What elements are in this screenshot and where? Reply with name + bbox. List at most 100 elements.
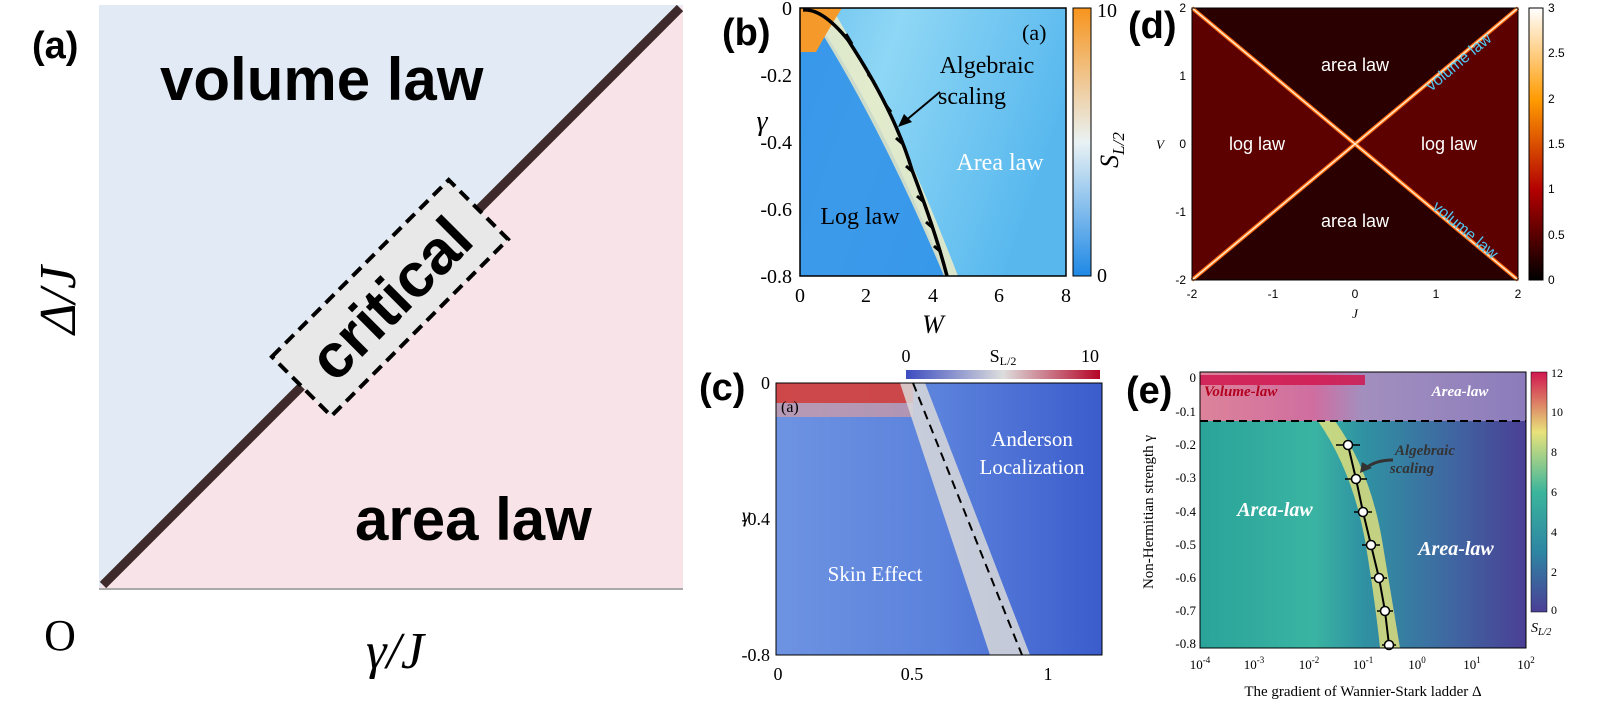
- area-law-label: area law: [355, 486, 592, 553]
- xtick-e: 100: [1408, 655, 1426, 672]
- x-ticks-c: 0 0.5 1: [774, 664, 1053, 684]
- algebraic-band-e: [1318, 421, 1400, 648]
- label-area-law-top: area law: [1321, 55, 1390, 75]
- data-point: [1379, 605, 1391, 617]
- cbar-max-c: 10: [1081, 346, 1099, 366]
- data-point: [1383, 639, 1395, 651]
- label-area-law-left-e: Area-law: [1235, 499, 1313, 521]
- panel-b-label: (b): [722, 12, 771, 54]
- label-area-law-b: Area law: [956, 150, 1044, 176]
- xtick-b: 0: [795, 285, 805, 307]
- ytick-d: -1: [1175, 205, 1186, 219]
- panel-d-label: (d): [1128, 5, 1177, 47]
- xtick-d: 1: [1433, 287, 1440, 301]
- label-scaling: scaling: [938, 84, 1006, 110]
- label-scaling-e: scaling: [1389, 461, 1435, 477]
- y-ticks-e: 0 -0.1 -0.2 -0.3 -0.4 -0.5 -0.6 -0.7 -0.…: [1175, 370, 1196, 651]
- algebraic-band: [806, 8, 958, 276]
- ytick-b: 0: [782, 0, 792, 20]
- xtick-c: 1: [1044, 664, 1053, 684]
- ytick-b: -0.2: [760, 65, 792, 87]
- volume-diagonal-2-core: [1191, 7, 1519, 281]
- colorbar-e: [1530, 371, 1548, 613]
- cbar-min-c: 0: [902, 346, 911, 366]
- xtick-e-exp: 2: [1530, 655, 1535, 665]
- xtick-d: -1: [1268, 287, 1279, 301]
- x-axis-label-b: W: [922, 310, 946, 339]
- xtick-c: 0: [774, 664, 783, 684]
- ytick-d: 1: [1179, 69, 1186, 83]
- xtick-e-base: 10: [1463, 657, 1476, 672]
- xtick-b: 8: [1061, 285, 1071, 307]
- colorbar-ticks-d: 3 2.5 2 1.5 1 0.5 0: [1548, 1, 1565, 287]
- panel-a-label: (a): [32, 25, 78, 67]
- x-ticks-e: 10-4 10-3 10-2 10-1 100 101 102: [1190, 655, 1535, 672]
- x-axis-label-e: The gradient of Wannier-Stark ladder Δ: [1244, 684, 1482, 700]
- data-point: [1350, 473, 1362, 485]
- colorbar-label-c-main: S: [990, 346, 1000, 366]
- colorbar-label-e: SL/2: [1531, 621, 1551, 638]
- cbar-tick-e: 8: [1551, 445, 1557, 459]
- label-algebraic-e: Algebraic: [1394, 443, 1455, 459]
- colorbar-label-b: SL/2: [1095, 132, 1128, 168]
- cbar-tick-d: 1: [1548, 182, 1555, 196]
- xtick-c: 0.5: [901, 664, 924, 684]
- colorbar-ticks-b: 10 0: [1097, 0, 1117, 287]
- xtick-e-exp: -2: [1312, 655, 1320, 665]
- xtick-e-base: 10: [1408, 657, 1421, 672]
- data-point: [1373, 572, 1385, 584]
- cbar-tick-e: 12: [1551, 366, 1563, 380]
- xtick-e: 102: [1517, 655, 1535, 672]
- ytick-e: -0.6: [1175, 570, 1196, 585]
- label-skin-effect: Skin Effect: [828, 562, 923, 586]
- ytick-c: -0.4: [742, 509, 771, 529]
- ytick-e: -0.7: [1175, 603, 1196, 618]
- ytick-b: -0.6: [760, 199, 792, 221]
- cbar-tick-e: 2: [1551, 565, 1557, 579]
- xtick-d: -2: [1187, 287, 1198, 301]
- xtick-e-base: 10: [1190, 657, 1203, 672]
- xtick-e-base: 10: [1299, 657, 1312, 672]
- label-area-law-right-e: Area-law: [1416, 538, 1494, 560]
- y-axis-label-e: Non-Hermitian strength γ: [1141, 435, 1157, 589]
- algebraic-arrow-head: [898, 114, 912, 127]
- xtick-e-exp: 0: [1421, 655, 1426, 665]
- cbar-tick-e: 0: [1551, 603, 1557, 617]
- ytick-e: -0.3: [1175, 470, 1196, 485]
- xtick-e-exp: -4: [1203, 655, 1211, 665]
- colorbar-d: [1528, 7, 1544, 281]
- ytick-c: 0: [761, 373, 770, 393]
- label-algebraic: Algebraic: [940, 53, 1035, 79]
- cbar-tick-d: 2.5: [1548, 46, 1565, 60]
- xtick-b: 4: [928, 285, 938, 307]
- origin-label: O: [44, 611, 76, 660]
- xtick-d: 2: [1515, 287, 1522, 301]
- panel-c-inset-label: (a): [781, 399, 799, 416]
- left-dark-region: [1192, 8, 1355, 280]
- cbar-tick-d: 1.5: [1548, 137, 1565, 151]
- label-localization: Localization: [980, 455, 1085, 479]
- cbar-tick-b: 10: [1097, 0, 1117, 22]
- algebraic-arrow-head-e: [1360, 462, 1372, 473]
- label-log-law-left: log law: [1229, 134, 1286, 154]
- y-axis-label: Δ/J: [30, 263, 87, 336]
- y-axis-label-c: γ: [742, 505, 751, 527]
- y-axis-label-d: V: [1156, 137, 1166, 152]
- xtick-e: 10-1: [1353, 655, 1374, 672]
- colorbar-c: [906, 370, 1100, 379]
- ytick-b: -0.8: [760, 266, 792, 288]
- ytick-e: -0.8: [1175, 636, 1196, 651]
- colorbar-b: [1072, 7, 1092, 277]
- ytick-d: -2: [1175, 273, 1186, 287]
- cbar-tick-d: 3: [1548, 1, 1555, 15]
- colorbar-label-b-sub: L/2: [1109, 132, 1128, 156]
- axes-frame-c: [775, 382, 1103, 656]
- cbar-tick-e: 4: [1551, 525, 1557, 539]
- xtick-e-base: 10: [1244, 657, 1257, 672]
- x-axis-label: γ/J: [366, 623, 427, 680]
- xtick-e-exp: -3: [1257, 655, 1265, 665]
- ytick-e: -0.4: [1175, 504, 1196, 519]
- xtick-e-exp: -1: [1366, 655, 1374, 665]
- panel-d: (d) area law area law log law log law vo…: [1128, 1, 1565, 321]
- label-anderson: Anderson: [991, 427, 1073, 451]
